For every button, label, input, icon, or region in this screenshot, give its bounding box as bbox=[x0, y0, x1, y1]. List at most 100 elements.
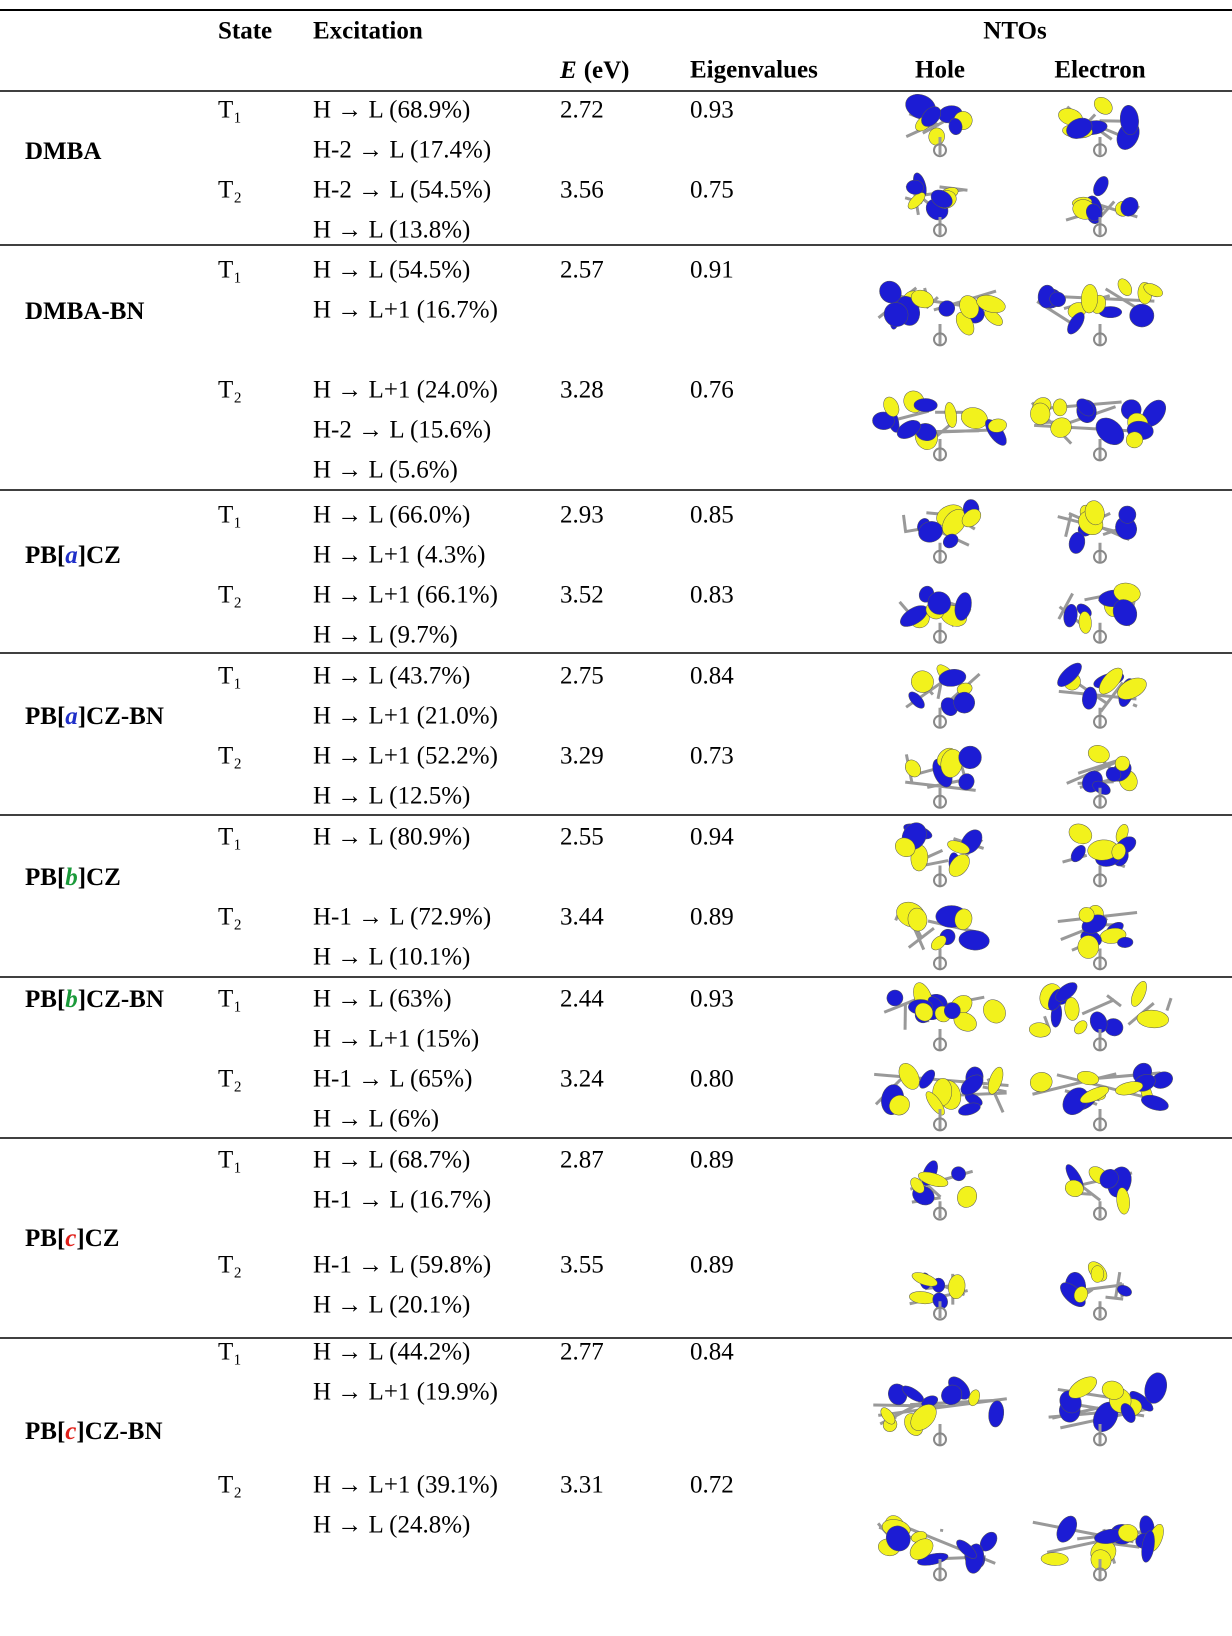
nto-image bbox=[875, 277, 1007, 346]
nto-image bbox=[873, 1373, 1007, 1446]
energy: 3.44 bbox=[560, 904, 604, 931]
nto-image bbox=[903, 499, 984, 563]
state: T₁ bbox=[218, 1147, 242, 1174]
state: T₂ bbox=[218, 743, 242, 770]
nto-image bbox=[892, 897, 990, 969]
excitation: H → L+1 (16.7%) bbox=[313, 297, 498, 324]
excitation: H → L (24.8%) bbox=[313, 1512, 470, 1539]
nto-image bbox=[1063, 820, 1140, 886]
eigenvalue: 0.83 bbox=[690, 582, 734, 609]
energy: 3.55 bbox=[560, 1252, 604, 1279]
eigenvalue: 0.89 bbox=[690, 1252, 734, 1279]
excitation: H-1 → L (59.8%) bbox=[313, 1252, 491, 1279]
orbital-lobe bbox=[954, 1183, 980, 1210]
state: T₂ bbox=[218, 1252, 242, 1279]
nto-image bbox=[1033, 1513, 1167, 1581]
excitation: H → L+1 (24.0%) bbox=[313, 377, 498, 404]
bond bbox=[1133, 705, 1137, 707]
header-ntos: NTOs bbox=[983, 18, 1047, 45]
molecule-name: PB[c]CZ bbox=[25, 1225, 119, 1252]
energy: 2.44 bbox=[560, 986, 604, 1013]
eigenvalue: 0.91 bbox=[690, 257, 734, 284]
name-part: c bbox=[65, 1418, 76, 1445]
orbital-lobe bbox=[958, 929, 990, 951]
molecule-name: PB[a]CZ bbox=[25, 542, 121, 569]
orbital-lobe bbox=[914, 398, 938, 412]
orbital-lobe bbox=[1078, 935, 1099, 958]
nto-image bbox=[902, 90, 975, 156]
nto-image bbox=[1029, 394, 1171, 461]
name-part: DMBA bbox=[25, 138, 101, 165]
state: T₂ bbox=[218, 1472, 242, 1499]
eigenvalue: 0.89 bbox=[690, 1147, 734, 1174]
name-part: PB[ bbox=[25, 542, 65, 569]
nto-image bbox=[1029, 1059, 1175, 1130]
name-part: PB[ bbox=[25, 986, 65, 1013]
excitation: H → L (54.5%) bbox=[313, 257, 470, 284]
excitation: H → L (80.9%) bbox=[313, 824, 470, 851]
name-part: a bbox=[65, 542, 78, 569]
header-state: State bbox=[218, 18, 272, 45]
orbital-lobe bbox=[1128, 979, 1150, 1008]
bond bbox=[873, 1405, 946, 1406]
name-part: ]CZ-BN bbox=[78, 703, 164, 730]
eigenvalue: 0.94 bbox=[690, 824, 734, 851]
energy: 2.93 bbox=[560, 502, 604, 529]
energy: 2.72 bbox=[560, 97, 604, 124]
name-part: b bbox=[65, 986, 78, 1013]
nto-image bbox=[1067, 743, 1141, 808]
nto-image bbox=[902, 744, 982, 807]
eigenvalue: 0.85 bbox=[690, 502, 734, 529]
excitation: H → L+1 (4.3%) bbox=[313, 542, 485, 569]
table-page: State Excitation NTOs E(eV) Eigenvalues … bbox=[0, 0, 1232, 1636]
molecule-name: PB[b]CZ-BN bbox=[25, 986, 164, 1013]
energy: 3.52 bbox=[560, 582, 604, 609]
nto-image bbox=[1058, 499, 1141, 563]
excitation: H → L (68.9%) bbox=[313, 97, 470, 124]
orbital-lobe bbox=[1090, 174, 1111, 198]
header-electron: Electron bbox=[1054, 57, 1145, 84]
excitation: H → L+1 (21.0%) bbox=[313, 703, 498, 730]
excitation: H → L (13.8%) bbox=[313, 217, 470, 244]
nto-image bbox=[872, 387, 1010, 460]
name-part: ]CZ bbox=[78, 542, 121, 569]
state: T₂ bbox=[218, 904, 242, 931]
orbital-lobe bbox=[908, 668, 936, 696]
orbital-lobe bbox=[1068, 843, 1088, 865]
excitation: H → L (5.6%) bbox=[313, 457, 458, 484]
molecule-name: DMBA-BN bbox=[25, 298, 144, 325]
excitation: H → L (6%) bbox=[313, 1106, 439, 1133]
state: T₂ bbox=[218, 377, 242, 404]
orbital-lobe bbox=[902, 757, 924, 780]
state: T₁ bbox=[218, 97, 242, 124]
state: T₁ bbox=[218, 1339, 242, 1366]
nto-image bbox=[884, 980, 1010, 1050]
name-part: ]CZ bbox=[76, 1225, 119, 1252]
state: T₁ bbox=[218, 986, 242, 1013]
eigenvalue: 0.72 bbox=[690, 1472, 734, 1499]
excitation: H-2 → L (15.6%) bbox=[313, 417, 491, 444]
energy: 2.87 bbox=[560, 1147, 604, 1174]
nto-image bbox=[1056, 94, 1143, 156]
energy: 2.55 bbox=[560, 824, 604, 851]
orbital-lobe bbox=[1053, 399, 1067, 416]
name-part: DMBA-BN bbox=[25, 298, 144, 325]
excitation: H → L (10.1%) bbox=[313, 944, 470, 971]
excitation: H → L+1 (66.1%) bbox=[313, 582, 498, 609]
excitation: H → L (20.1%) bbox=[313, 1292, 470, 1319]
nto-image bbox=[897, 584, 974, 643]
name-part: PB[ bbox=[25, 1418, 65, 1445]
orbital-lobe bbox=[979, 995, 1010, 1027]
eigenvalue: 0.84 bbox=[690, 1339, 734, 1366]
name-part: PB[ bbox=[25, 703, 65, 730]
nto-image bbox=[1063, 1162, 1136, 1220]
energy-symbol: E bbox=[559, 57, 577, 84]
bond bbox=[1167, 998, 1171, 1010]
header-energy: E(eV) bbox=[559, 57, 630, 84]
eigenvalue: 0.75 bbox=[690, 177, 734, 204]
bond bbox=[903, 515, 905, 531]
orbital-lobe bbox=[1091, 1266, 1104, 1283]
orbital-lobe bbox=[1086, 743, 1112, 766]
name-part: ]CZ bbox=[78, 864, 121, 891]
nto-image bbox=[1059, 581, 1142, 643]
